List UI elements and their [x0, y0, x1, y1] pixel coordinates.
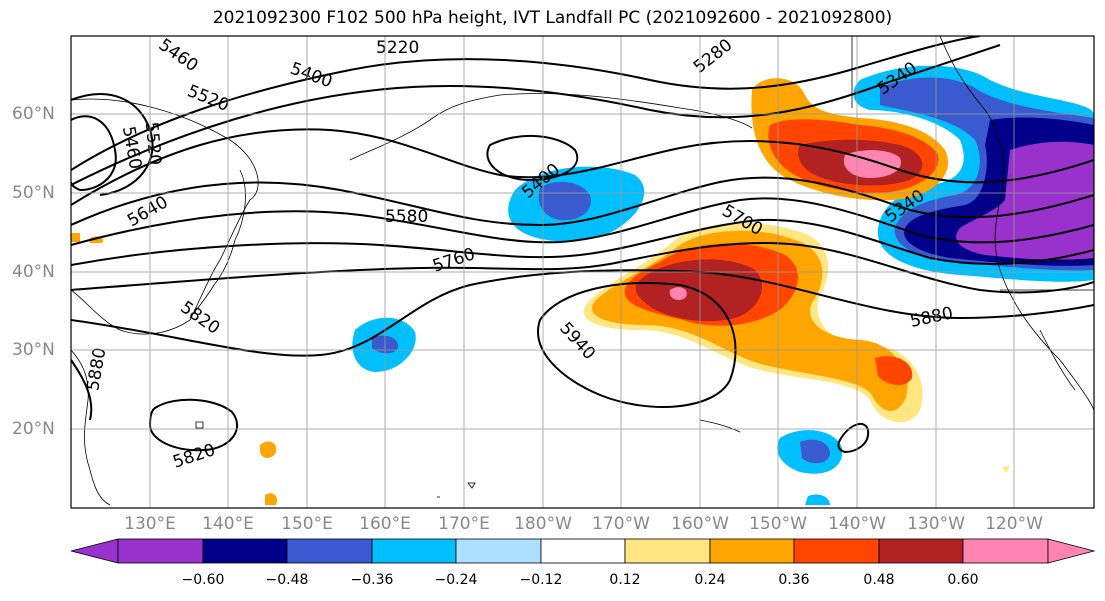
colorbar-bin [371, 538, 457, 564]
lat-label: 40°N [12, 262, 55, 282]
graticule [71, 36, 1094, 508]
lon-label: 170°W [592, 514, 650, 534]
colorbar-tick-label: 0.48 [863, 572, 895, 588]
lon-label: 130°W [907, 514, 965, 534]
colorbar-tick-label: −0.48 [265, 572, 309, 588]
colorbar-bin [962, 538, 1049, 564]
lon-label: 160°E [359, 514, 411, 534]
contour-label: 5580 [385, 207, 428, 227]
colorbar-bin [455, 538, 542, 564]
lon-label: 170°E [438, 514, 490, 534]
lon-label: 140°E [202, 514, 254, 534]
colorbar-tick-label: −0.36 [350, 572, 394, 588]
lon-label: 140°W [828, 514, 886, 534]
map-title: 2021092300 F102 500 hPa height, IVT Land… [212, 8, 893, 28]
contour-label: 5220 [376, 38, 419, 58]
colorbar-bin [709, 538, 795, 564]
colorbar-tick-label: 0.24 [694, 572, 726, 588]
contour-label: 5520 [141, 121, 165, 166]
lon-label: 150°W [749, 514, 807, 534]
colorbar-bin [286, 538, 373, 564]
colorbar-tick-label: −0.12 [519, 572, 563, 588]
lon-label: 160°W [671, 514, 729, 534]
colorbar-tick-label: 0.60 [947, 572, 979, 588]
lat-label: 60°N [12, 104, 55, 124]
colorbar-bin [540, 538, 626, 564]
colorbar [70, 538, 1096, 564]
colorbar-tick-label: 0.36 [778, 572, 810, 588]
colorbar-bin [117, 538, 204, 564]
lon-label: 130°E [124, 514, 176, 534]
colorbar-bin [202, 538, 288, 564]
colorbar-high-extend [1047, 538, 1096, 564]
colorbar-bin [793, 538, 880, 564]
lon-label: 150°E [281, 514, 333, 534]
colorbar-tick-label: 0.12 [609, 572, 641, 588]
colorbar-low-extend [70, 538, 119, 564]
map-frame [70, 35, 1095, 509]
colorbar-tick-label: −0.60 [181, 572, 225, 588]
lat-label: 50°N [12, 183, 55, 203]
colorbar-tick-label: −0.24 [434, 572, 478, 588]
colorbar-bin [878, 538, 964, 564]
lon-label: 180°W [514, 514, 572, 534]
colorbar-bin [624, 538, 711, 564]
lat-label: 20°N [12, 419, 55, 439]
lat-label: 30°N [12, 340, 55, 360]
lon-label: 120°W [985, 514, 1043, 534]
